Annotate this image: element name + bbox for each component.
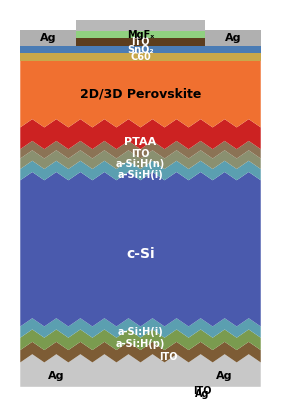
- Polygon shape: [20, 119, 261, 149]
- Polygon shape: [20, 150, 261, 169]
- Text: ITO: ITO: [131, 149, 150, 159]
- Polygon shape: [205, 30, 261, 46]
- Text: a-Si:H(n): a-Si:H(n): [116, 159, 165, 169]
- Text: 2D/3D Perovskite: 2D/3D Perovskite: [80, 88, 201, 101]
- Text: a-Si:H(i): a-Si:H(i): [118, 328, 163, 338]
- Polygon shape: [20, 354, 261, 387]
- Text: c-Si: c-Si: [126, 247, 155, 261]
- Text: Ag: Ag: [48, 371, 65, 381]
- Text: Ag: Ag: [216, 371, 233, 381]
- Text: a-Si:H(i): a-Si:H(i): [118, 170, 163, 180]
- Text: Ag: Ag: [40, 33, 56, 43]
- Text: ITO: ITO: [131, 37, 150, 47]
- Text: Ag: Ag: [225, 33, 241, 43]
- Polygon shape: [20, 38, 261, 46]
- Text: SnO₂: SnO₂: [127, 45, 154, 55]
- Text: Ag: Ag: [195, 389, 209, 399]
- Polygon shape: [20, 46, 261, 53]
- Polygon shape: [76, 32, 205, 38]
- Polygon shape: [20, 330, 261, 350]
- Text: C60: C60: [130, 52, 151, 62]
- Text: PTAA: PTAA: [124, 137, 157, 147]
- Polygon shape: [20, 172, 261, 326]
- Text: ITO: ITO: [193, 386, 211, 396]
- Text: ITO: ITO: [159, 352, 178, 362]
- Polygon shape: [20, 161, 261, 180]
- Polygon shape: [20, 53, 261, 61]
- Polygon shape: [20, 61, 261, 127]
- Text: a-Si:H(p): a-Si:H(p): [116, 340, 165, 350]
- Polygon shape: [20, 342, 261, 362]
- Polygon shape: [20, 141, 261, 158]
- Polygon shape: [76, 20, 205, 32]
- Polygon shape: [20, 30, 76, 46]
- Polygon shape: [20, 318, 261, 338]
- Text: MgFₓ: MgFₓ: [127, 30, 154, 40]
